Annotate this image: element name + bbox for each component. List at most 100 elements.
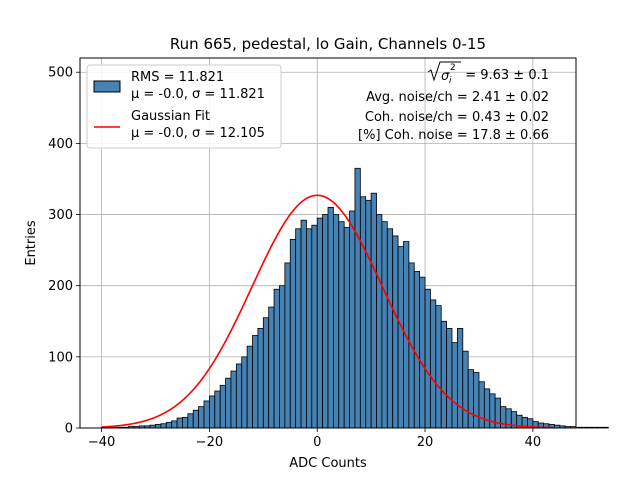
sqrt-sigma-value: = 9.63 ± 0.1 xyxy=(465,68,549,83)
histogram-bar xyxy=(591,426,598,429)
histogram-bar xyxy=(155,424,162,429)
histogram-bar xyxy=(182,416,189,429)
histogram-bars xyxy=(101,167,609,429)
histogram-bar xyxy=(580,426,588,429)
y-tick-label: 500 xyxy=(48,66,73,81)
histogram-bar xyxy=(386,228,394,429)
histogram-bar xyxy=(268,306,275,429)
histogram-bar xyxy=(456,327,464,429)
legend-histogram-label: RMS = 11.821 xyxy=(131,70,224,85)
histogram-bar xyxy=(241,356,248,429)
histogram-bar xyxy=(165,421,173,429)
annotation-sigma-sqrt: σ i 2 = 9.63 ± 0.1 xyxy=(427,61,549,86)
legend-histogram-swatch xyxy=(93,80,121,93)
histogram-bar xyxy=(187,413,194,429)
x-tick-label: 20 xyxy=(417,435,434,450)
histogram-bar xyxy=(338,221,345,429)
histogram-bar xyxy=(370,192,377,429)
y-tick-label: 200 xyxy=(48,279,73,294)
histogram-bar xyxy=(424,288,431,429)
x-tick-label: −20 xyxy=(196,435,223,450)
histogram-bar xyxy=(160,423,167,429)
x-axis-ticks: −40 −20 0 20 40 xyxy=(88,428,541,450)
histogram-bar xyxy=(311,224,318,429)
histogram-bar xyxy=(440,320,448,429)
annotation-coh-noise-percent: [%] Coh. noise = 17.8 ± 0.66 xyxy=(358,128,549,143)
histogram-bar xyxy=(230,370,237,429)
histogram-bar xyxy=(262,317,270,429)
gaussian-fit-curve xyxy=(101,194,555,429)
sqrt-sigma-subscript: i xyxy=(449,76,452,86)
histogram-bar xyxy=(467,369,474,429)
histogram-bar xyxy=(252,335,259,429)
histogram-bar xyxy=(359,196,367,429)
histogram-bar xyxy=(192,409,200,429)
histogram-bar xyxy=(365,199,372,429)
histogram-bar xyxy=(392,235,399,429)
sqrt-sigma-superscript: 2 xyxy=(450,63,456,73)
y-tick-label: 100 xyxy=(48,350,73,365)
histogram-bar xyxy=(343,226,350,429)
histogram-bar xyxy=(198,406,205,429)
histogram-bar xyxy=(435,305,442,429)
x-tick-label: 40 xyxy=(525,435,542,450)
y-axis-ticks: 0 100 200 300 400 500 xyxy=(48,66,80,437)
sqrt-sigma: σ xyxy=(441,69,450,84)
y-tick-label: 0 xyxy=(65,422,73,437)
histogram-bar xyxy=(413,271,421,429)
histogram-bar xyxy=(316,217,324,429)
x-axis-label: ADC Counts xyxy=(289,456,367,471)
legend-fit-label: Gaussian Fit xyxy=(131,109,210,124)
histogram-bar xyxy=(349,210,356,429)
plot-frame xyxy=(79,57,577,429)
histogram-bar xyxy=(478,381,485,429)
histogram-bar xyxy=(208,395,216,429)
histogram-bar xyxy=(397,246,404,429)
y-axis-label: Entries xyxy=(24,220,39,266)
legend-fit-sublabel: μ = -0.0, σ = 12.105 xyxy=(131,126,265,141)
histogram-bar xyxy=(381,221,388,429)
histogram-bar xyxy=(332,214,340,429)
histogram-bar xyxy=(176,417,183,429)
histogram-bar xyxy=(575,426,582,429)
legend-box xyxy=(86,64,282,149)
histogram-bar xyxy=(246,345,253,429)
legend-histogram-sublabel: μ = -0.0, σ = 11.821 xyxy=(131,87,265,102)
histogram-bar xyxy=(279,285,286,429)
histogram-bar xyxy=(376,214,383,429)
gaussian-fit xyxy=(101,194,555,429)
histogram-bar xyxy=(586,426,593,429)
histogram-bar xyxy=(419,276,426,429)
x-tick-label: −40 xyxy=(88,435,115,450)
histogram-bar xyxy=(327,207,334,429)
histogram-bar xyxy=(462,350,469,429)
noise-annotations: σ i 2 = 9.63 ± 0.1 Avg. noise/ch = 2.41 … xyxy=(358,61,549,143)
histogram-bar xyxy=(171,420,178,429)
histogram-bar xyxy=(446,327,453,429)
histogram-bar xyxy=(225,377,232,429)
x-tick-label: 0 xyxy=(313,435,321,450)
histogram-bar xyxy=(235,363,243,429)
histogram-bar xyxy=(354,167,361,429)
histogram-bar xyxy=(214,390,221,429)
histogram-bar xyxy=(597,426,604,429)
histogram-bar xyxy=(322,214,329,429)
histogram-bar xyxy=(306,228,313,429)
sqrt-radical-icon xyxy=(427,61,461,82)
chart-title: Run 665, pedestal, lo Gain, Channels 0-1… xyxy=(170,35,486,53)
histogram-bar xyxy=(284,262,291,429)
histogram-bar xyxy=(295,228,302,429)
y-tick-label: 300 xyxy=(48,208,73,223)
annotation-coh-noise: Coh. noise/ch = 0.43 ± 0.02 xyxy=(365,110,549,125)
histogram-bar xyxy=(451,342,458,429)
histogram-bar xyxy=(273,288,280,429)
histogram-bar xyxy=(483,388,491,429)
histogram-bar xyxy=(203,400,210,429)
histogram-bar xyxy=(289,239,297,429)
histogram-bar xyxy=(219,384,226,429)
annotation-avg-noise: Avg. noise/ch = 2.41 ± 0.02 xyxy=(366,90,549,105)
histogram-bar xyxy=(602,426,609,429)
histogram-bar xyxy=(257,327,264,429)
y-tick-label: 400 xyxy=(48,137,73,152)
